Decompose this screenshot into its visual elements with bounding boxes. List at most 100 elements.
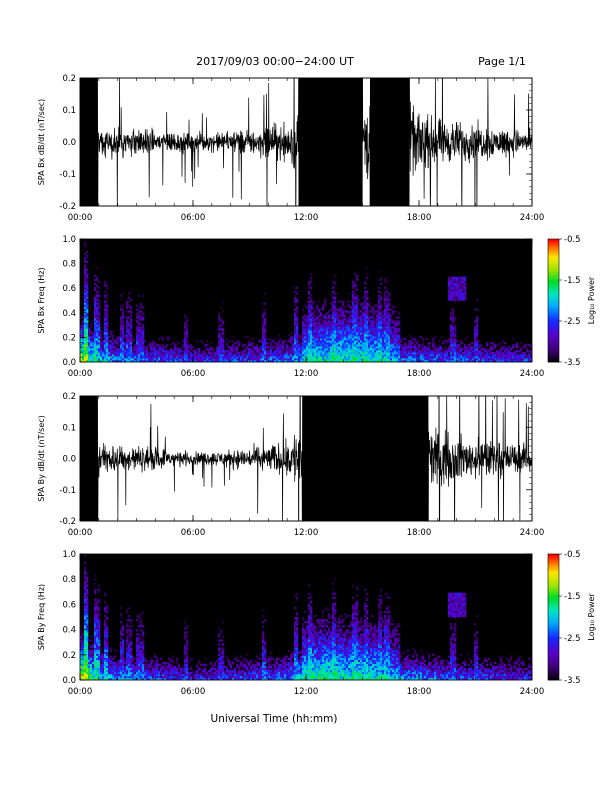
panel-2-cell bbox=[412, 360, 415, 363]
panel-2-cell bbox=[506, 352, 509, 355]
panel-2-cell bbox=[170, 354, 173, 357]
panel-2-cell bbox=[372, 330, 375, 333]
panel-2-cell bbox=[98, 320, 101, 323]
panel-2-cell bbox=[330, 358, 333, 361]
panel-2-cell bbox=[110, 348, 113, 351]
panel-4-cell bbox=[84, 600, 87, 604]
panel-2-cell bbox=[316, 322, 319, 325]
panel-4-cell bbox=[122, 625, 125, 628]
panel-2-cell bbox=[364, 308, 367, 311]
panel-2-cell bbox=[90, 322, 93, 325]
panel-2-cell bbox=[456, 282, 459, 285]
panel-2-cell bbox=[136, 336, 139, 339]
panel-2-cell bbox=[324, 342, 327, 345]
panel-2-cell bbox=[416, 350, 419, 353]
panel-2-cell bbox=[324, 316, 327, 319]
panel-2-cell bbox=[286, 344, 289, 347]
panel-2-cell bbox=[342, 350, 345, 353]
panel-2-cell bbox=[290, 360, 293, 363]
panel-4-cell bbox=[112, 665, 115, 669]
panel-2-cell bbox=[350, 334, 353, 337]
panel-2-cell bbox=[334, 314, 337, 317]
panel-2-cell bbox=[86, 358, 89, 361]
panel-4-cell bbox=[84, 602, 87, 606]
panel-2-cell bbox=[386, 324, 389, 327]
panel-4-cell bbox=[90, 661, 93, 665]
panel-2-cell bbox=[448, 298, 451, 301]
panel-4-cell bbox=[96, 633, 99, 636]
panel-2-cell bbox=[416, 346, 419, 349]
panel-4-cell bbox=[96, 641, 99, 644]
panel-2-cell bbox=[296, 300, 299, 303]
panel-4-cell bbox=[128, 641, 131, 644]
panel-2-cell bbox=[194, 360, 197, 363]
panel-2-cell bbox=[386, 346, 389, 349]
panel-2-cell bbox=[358, 358, 361, 361]
panel-2-cell bbox=[418, 344, 421, 347]
panel-2-cell bbox=[196, 354, 199, 357]
panel-2-cell bbox=[474, 320, 477, 323]
panel-2-cell bbox=[342, 316, 345, 319]
panel-2-cell bbox=[494, 358, 497, 361]
panel-2-cell bbox=[314, 324, 317, 327]
panel-2-cell bbox=[358, 320, 361, 323]
panel-2-cell bbox=[272, 360, 275, 363]
panel-4-cell bbox=[84, 612, 87, 616]
panel-2-cell bbox=[98, 354, 101, 357]
panel-2-cell bbox=[490, 348, 493, 351]
panel-2-cell bbox=[306, 352, 309, 355]
panel-2-cell bbox=[310, 320, 313, 323]
panel-2-cell bbox=[372, 332, 375, 335]
panel-2-cell bbox=[480, 348, 483, 351]
panel-4-cell bbox=[106, 671, 109, 675]
panel-2-cell bbox=[208, 358, 211, 361]
panel-2-cell bbox=[98, 286, 101, 289]
panel-2-cell bbox=[226, 344, 229, 347]
panel-2-cell bbox=[516, 342, 519, 345]
panel-4-cell bbox=[120, 625, 123, 628]
panel-2-cell bbox=[400, 350, 403, 353]
panel-2-cell bbox=[142, 350, 145, 353]
panel-2-cell bbox=[194, 358, 197, 361]
panel-2-cell bbox=[160, 336, 163, 339]
panel-2-cell bbox=[378, 330, 381, 333]
panel-2-cell bbox=[136, 326, 139, 329]
panel-2-cell bbox=[380, 320, 383, 323]
panel-2-x-tick-label: 00:00 bbox=[68, 369, 93, 379]
panel-2-cell bbox=[346, 356, 349, 359]
panel-2-cell bbox=[448, 340, 451, 343]
panel-2-cell bbox=[304, 326, 307, 329]
panel-2-cell bbox=[376, 344, 379, 347]
panel-2-cell bbox=[302, 330, 305, 333]
panel-2-cell bbox=[264, 356, 267, 359]
panel-2-cell bbox=[490, 346, 493, 349]
panel-4-cell bbox=[94, 651, 97, 654]
panel-2-cell bbox=[400, 360, 403, 363]
panel-2-cell bbox=[308, 324, 311, 327]
panel-2-cell bbox=[386, 326, 389, 329]
panel-2-cell bbox=[366, 298, 369, 301]
panel-2-cell bbox=[316, 338, 319, 341]
panel-2-cell bbox=[366, 312, 369, 315]
panel-2-cell bbox=[452, 360, 455, 363]
panel-2-cell bbox=[292, 338, 295, 341]
panel-2-cell bbox=[216, 354, 219, 357]
panel-2-cell bbox=[278, 344, 281, 347]
panel-2-cell bbox=[304, 352, 307, 355]
panel-2-cell bbox=[386, 296, 389, 299]
panel-2-cell bbox=[222, 350, 225, 353]
panel-2-cell bbox=[130, 334, 133, 337]
panel-2-cell bbox=[166, 348, 169, 351]
panel-2-cell bbox=[456, 286, 459, 289]
panel-2-cell bbox=[282, 354, 285, 357]
panel-4-cell bbox=[118, 677, 121, 681]
panel-2-cell bbox=[298, 336, 301, 339]
panel-2-cell bbox=[84, 296, 87, 299]
panel-2-cell bbox=[262, 312, 265, 315]
panel-2-cell bbox=[376, 336, 379, 339]
panel-2-cell bbox=[282, 346, 285, 349]
panel-2-cell bbox=[340, 350, 343, 353]
panel-2-cell bbox=[114, 358, 117, 361]
panel-2-cell bbox=[432, 356, 435, 359]
panel-2-cell bbox=[378, 290, 381, 293]
